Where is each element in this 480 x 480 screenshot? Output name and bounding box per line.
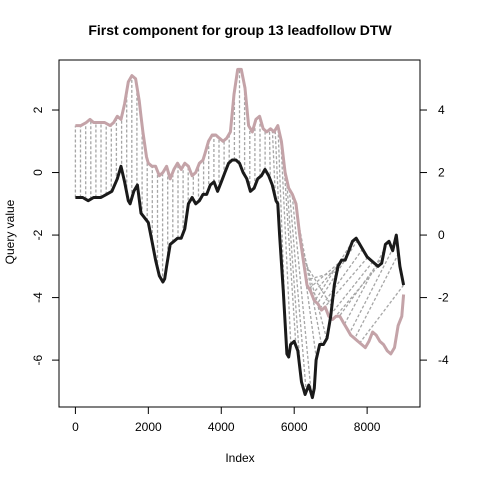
x-tick-label: 6000 xyxy=(281,420,308,434)
x-tick-label: 2000 xyxy=(135,420,162,434)
y-tick-label: -2 xyxy=(31,229,45,240)
alignment-connector xyxy=(299,241,328,339)
chart-title: First component for group 13 leadfollow … xyxy=(88,22,392,38)
x-axis-label: Index xyxy=(225,451,254,465)
alignment-connector xyxy=(291,193,312,394)
alignment-connector xyxy=(285,178,302,379)
series-layer xyxy=(75,67,406,400)
alignment-connector xyxy=(268,129,271,180)
y2-tick-label: 2 xyxy=(438,166,445,180)
y2-tick-label: 0 xyxy=(438,228,445,242)
alignment-connector xyxy=(311,254,348,295)
y-tick-label: -6 xyxy=(31,354,45,365)
alignment-connector xyxy=(328,261,374,317)
alignment-connector xyxy=(359,284,405,344)
x-tick-label: 8000 xyxy=(354,420,381,434)
alignment-connector xyxy=(271,130,277,199)
alignment-connector xyxy=(280,138,292,345)
alignment-connector xyxy=(349,247,394,334)
alignment-connector xyxy=(302,260,333,307)
y-tick-label: 2 xyxy=(31,106,45,113)
x-tick-label: 0 xyxy=(72,420,79,434)
x-tick-label: 4000 xyxy=(208,420,235,434)
y-axis-label: Query value xyxy=(3,199,17,264)
alignment-connector xyxy=(319,248,364,309)
alignment-connector xyxy=(314,241,353,302)
reference-series-line xyxy=(75,67,406,356)
y2-tick-label: -2 xyxy=(438,291,449,305)
y2-tick-label: -4 xyxy=(438,353,449,367)
y-tick-label: 0 xyxy=(31,169,45,176)
alignment-connector xyxy=(343,241,389,325)
y-tick-label: -4 xyxy=(31,292,45,303)
axes: 0 2000 4000 6000 8000 -6 -4 -2 0 2 -4 -2 0 2 4 xyxy=(31,103,449,434)
alignment-connector xyxy=(308,259,343,290)
alignment-connector xyxy=(288,189,307,392)
query-series-line xyxy=(75,158,406,400)
alignment-connector xyxy=(277,126,287,333)
alignment-connector xyxy=(354,253,400,339)
y2-tick-label: 4 xyxy=(438,103,445,117)
alignment-connector xyxy=(283,160,297,346)
